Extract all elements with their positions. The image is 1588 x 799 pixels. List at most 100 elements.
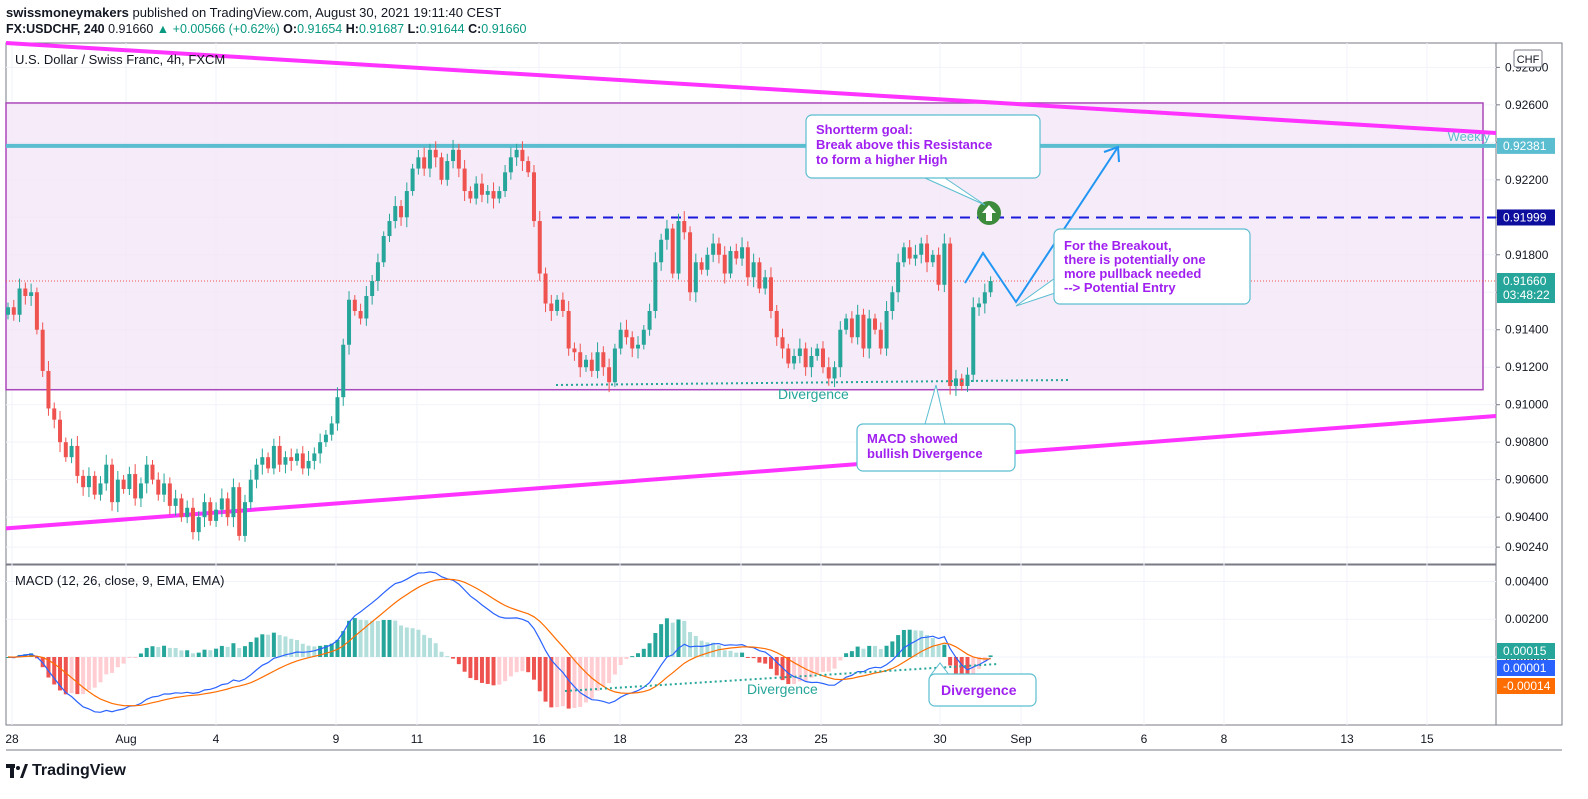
macd-histogram-bar bbox=[768, 657, 773, 669]
candle-body bbox=[329, 423, 334, 435]
candle-body bbox=[248, 479, 253, 503]
candle-body bbox=[410, 168, 415, 192]
candle-body bbox=[595, 352, 600, 371]
macd-histogram-bar bbox=[404, 627, 409, 657]
macd-histogram-bar bbox=[150, 646, 155, 657]
macd-histogram-bar bbox=[121, 657, 126, 664]
lower-trendline[interactable] bbox=[5, 413, 1497, 531]
price-change: +0.00566 (+0.62%) bbox=[172, 22, 280, 36]
candle-body bbox=[300, 453, 305, 469]
projection-path[interactable] bbox=[964, 146, 1119, 304]
macd-title: MACD (12, 26, close, 9, EMA, EMA) bbox=[15, 573, 225, 588]
breakout-callout[interactable] bbox=[1053, 228, 1251, 305]
macd-histogram-bar bbox=[260, 634, 265, 657]
macd-histogram-bar bbox=[676, 619, 681, 657]
candle-body bbox=[69, 445, 74, 458]
candle-body bbox=[341, 344, 346, 398]
macd-histogram-bar bbox=[930, 637, 935, 657]
open-value: 0.91654 bbox=[297, 22, 343, 36]
macd-histogram-bar bbox=[242, 646, 247, 657]
macd-histogram-bar bbox=[491, 657, 496, 686]
candle-body bbox=[948, 243, 953, 386]
macd-histogram-bar bbox=[757, 657, 762, 663]
candle-body bbox=[786, 348, 791, 364]
candle-body bbox=[630, 337, 635, 349]
candle-body bbox=[115, 479, 120, 503]
candle-body bbox=[526, 161, 531, 173]
close-label: C: bbox=[468, 22, 482, 36]
candle-body bbox=[34, 292, 39, 330]
macd-histogram-bar bbox=[942, 644, 947, 657]
macd-histogram-bar bbox=[913, 630, 918, 657]
candle-body bbox=[855, 314, 860, 338]
candle-body bbox=[479, 183, 484, 195]
macd-histogram-bar bbox=[115, 657, 120, 668]
macd-histogram-bar bbox=[566, 657, 571, 709]
candle-body bbox=[98, 483, 103, 495]
macd-histogram-bar bbox=[110, 657, 115, 673]
tradingview-logo-icon bbox=[6, 764, 28, 778]
upper-trendline[interactable] bbox=[5, 41, 1497, 135]
candle-body bbox=[797, 348, 802, 356]
candle-body bbox=[352, 299, 357, 311]
macd-histogram-bar bbox=[127, 657, 132, 658]
macd-histogram-bar bbox=[86, 657, 91, 690]
candle-body bbox=[185, 507, 190, 518]
macd-tick-label: 0.00200 bbox=[1505, 612, 1549, 626]
macd-histogram-bar bbox=[844, 653, 849, 657]
macd-value-label bbox=[1497, 660, 1555, 676]
currency-badge[interactable] bbox=[1513, 49, 1543, 68]
price-tick-label: 0.90600 bbox=[1505, 473, 1549, 487]
candle-body bbox=[734, 251, 739, 259]
macd-histogram-bar bbox=[526, 657, 531, 673]
macd-value-label-text: 0.00001 bbox=[1503, 661, 1547, 675]
open-label: O: bbox=[283, 22, 298, 36]
macd-histogram-bar bbox=[826, 657, 831, 672]
candle-body bbox=[838, 329, 843, 368]
candle-body bbox=[514, 149, 519, 158]
time-tick-label: 25 bbox=[814, 732, 828, 746]
macd-histogram-bar bbox=[474, 657, 479, 681]
candle-body bbox=[607, 367, 612, 383]
candle-body bbox=[173, 498, 178, 506]
macd-histogram-bar bbox=[907, 629, 912, 657]
candle-body bbox=[809, 355, 814, 368]
price-axis-label bbox=[1497, 209, 1555, 226]
macd-value-label bbox=[1497, 678, 1555, 694]
macd-histogram-bar bbox=[786, 657, 791, 685]
candle-body bbox=[688, 232, 693, 293]
macd-histogram-bar bbox=[58, 657, 63, 691]
shortterm-goal-callout[interactable] bbox=[805, 114, 1041, 179]
tradingview-logo[interactable]: TradingView bbox=[6, 762, 126, 780]
candle-body bbox=[901, 247, 906, 263]
candle-body bbox=[387, 221, 392, 237]
macd-histogram-bar bbox=[173, 647, 178, 657]
candle-body bbox=[716, 243, 721, 255]
price-tick-label: 0.92600 bbox=[1505, 98, 1549, 112]
candle-body bbox=[531, 172, 536, 222]
macd-histogram-bar bbox=[185, 650, 190, 657]
macd-divergence-callout[interactable] bbox=[856, 423, 1016, 472]
macd-histogram-bar bbox=[630, 656, 635, 658]
macd-histogram-bar bbox=[69, 657, 74, 693]
macd-histogram-bar bbox=[664, 618, 669, 657]
macd-value-label-text: -0.00014 bbox=[1503, 679, 1551, 693]
macd-histogram-bar bbox=[451, 657, 456, 659]
macd-histogram-bar bbox=[595, 657, 600, 691]
candle-body bbox=[549, 303, 554, 311]
author-name[interactable]: swissmoneymakers bbox=[6, 5, 129, 20]
candle-body bbox=[167, 483, 172, 506]
macd-histogram-bar bbox=[728, 650, 733, 657]
macd-histogram-bar bbox=[497, 657, 502, 685]
price-tick-label: 0.91000 bbox=[1505, 398, 1549, 412]
macd-histogram-bar bbox=[647, 643, 652, 657]
macd-histogram-bar bbox=[520, 657, 525, 672]
price-tick-label: 0.90800 bbox=[1505, 435, 1549, 449]
callout-line: Break above this Resistance bbox=[816, 137, 992, 152]
candle-body bbox=[364, 296, 369, 319]
macd-histogram-bar bbox=[873, 645, 877, 657]
macd-divergence-box[interactable] bbox=[928, 673, 1037, 707]
macd-histogram-bar bbox=[890, 641, 895, 657]
candle-body bbox=[381, 236, 386, 263]
